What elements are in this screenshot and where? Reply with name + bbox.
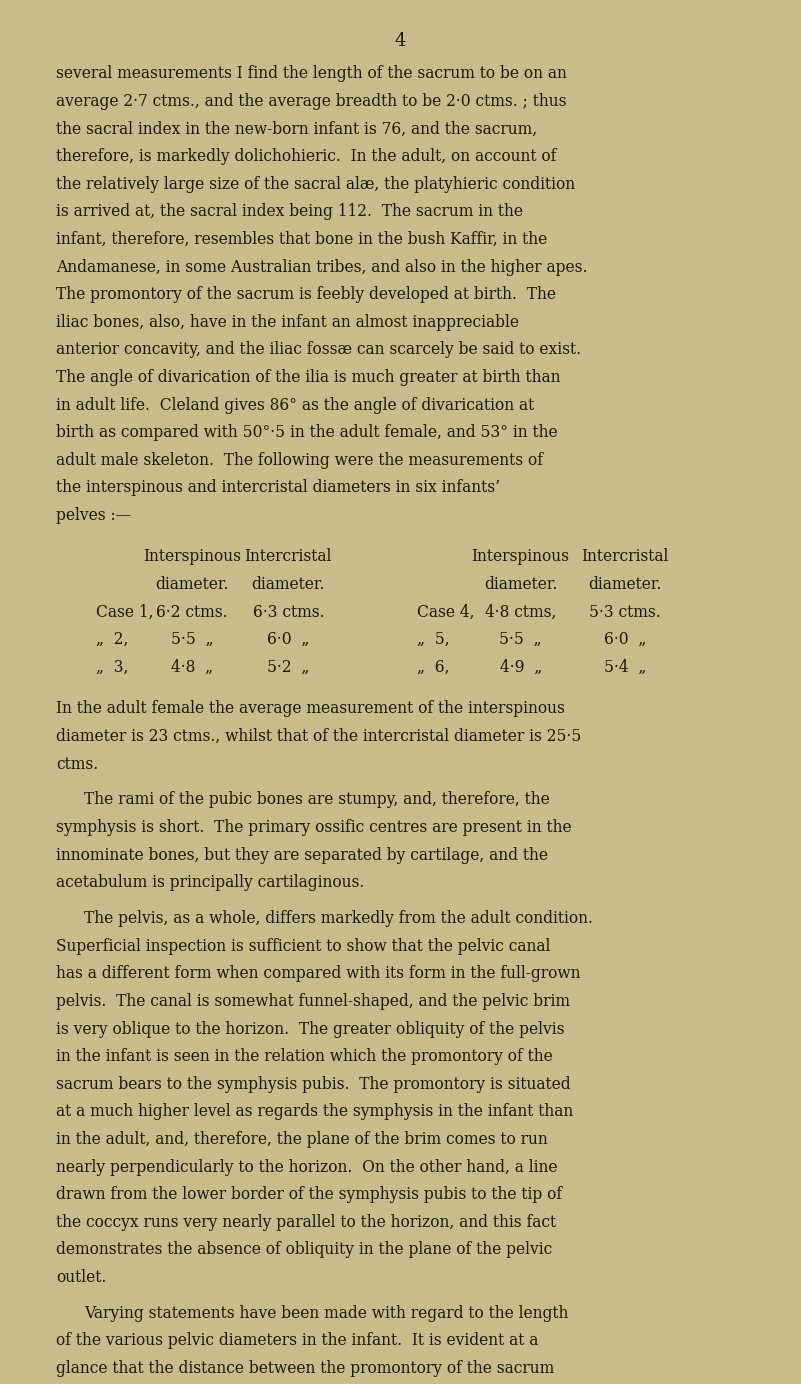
Text: acetabulum is principally cartilaginous.: acetabulum is principally cartilaginous. [56,875,364,891]
Text: outlet.: outlet. [56,1269,107,1286]
Text: Varying statements have been made with regard to the length: Varying statements have been made with r… [84,1305,569,1322]
Text: the coccyx runs very nearly parallel to the horizon, and this fact: the coccyx runs very nearly parallel to … [56,1214,556,1230]
Text: nearly perpendicularly to the horizon.  On the other hand, a line: nearly perpendicularly to the horizon. O… [56,1158,557,1175]
Text: 4·8 ctms,: 4·8 ctms, [485,603,557,620]
Text: 6·2 ctms.: 6·2 ctms. [156,603,228,620]
Text: 4·8  „: 4·8 „ [171,659,213,675]
Text: 5·5  „: 5·5 „ [499,631,542,648]
Text: Intercristal: Intercristal [581,548,669,566]
Text: diameter is 23 ctms., whilst that of the intercristal diameter is 25·5: diameter is 23 ctms., whilst that of the… [56,728,582,745]
Text: 6·0  „: 6·0 „ [268,631,309,648]
Text: „  2,: „ 2, [96,631,128,648]
Text: Andamanese, in some Australian tribes, and also in the higher apes.: Andamanese, in some Australian tribes, a… [56,259,588,275]
Text: The angle of divarication of the ilia is much greater at birth than: The angle of divarication of the ilia is… [56,370,561,386]
Text: Superficial inspection is sufficient to show that the pelvic canal: Superficial inspection is sufficient to … [56,938,550,955]
Text: is very oblique to the horizon.  The greater obliquity of the pelvis: is very oblique to the horizon. The grea… [56,1020,565,1038]
Text: Case 1,: Case 1, [96,603,154,620]
Text: the interspinous and intercristal diameters in six infants’: the interspinous and intercristal diamet… [56,479,500,497]
Text: glance that the distance between the promontory of the sacrum: glance that the distance between the pro… [56,1360,554,1377]
Text: in adult life.  Cleland gives 86° as the angle of divarication at: in adult life. Cleland gives 86° as the … [56,397,534,414]
Text: pelves :—: pelves :— [56,507,131,525]
Text: has a different form when compared with its form in the full-grown: has a different form when compared with … [56,965,581,983]
Text: The pelvis, as a whole, differs markedly from the adult condition.: The pelvis, as a whole, differs markedly… [84,911,593,927]
Text: 6·3 ctms.: 6·3 ctms. [252,603,324,620]
Text: diameter.: diameter. [484,576,557,594]
Text: demonstrates the absence of obliquity in the plane of the pelvic: demonstrates the absence of obliquity in… [56,1241,553,1258]
Text: several measurements I find the length of the sacrum to be on an: several measurements I find the length o… [56,65,567,83]
Text: in the adult, and, therefore, the plane of the brim comes to run: in the adult, and, therefore, the plane … [56,1131,548,1147]
Text: the relatively large size of the sacral alæ, the platyhieric condition: the relatively large size of the sacral … [56,176,575,192]
Text: average 2·7 ctms., and the average breadth to be 2·0 ctms. ; thus: average 2·7 ctms., and the average bread… [56,93,566,111]
Text: birth as compared with 50°·5 in the adult female, and 53° in the: birth as compared with 50°·5 in the adul… [56,425,557,441]
Text: diameter.: diameter. [588,576,662,594]
Text: Interspinous: Interspinous [472,548,570,566]
Text: Case 4,: Case 4, [417,603,474,620]
Text: 5·5  „: 5·5 „ [171,631,214,648]
Text: ctms.: ctms. [56,756,99,772]
Text: infant, therefore, resembles that bone in the bush Kaffir, in the: infant, therefore, resembles that bone i… [56,231,547,248]
Text: anterior concavity, and the iliac fossæ can scarcely be said to exist.: anterior concavity, and the iliac fossæ … [56,342,582,358]
Text: is arrived at, the sacral index being 112.  The sacrum in the: is arrived at, the sacral index being 11… [56,203,523,220]
Text: 5·4  „: 5·4 „ [604,659,646,675]
Text: Intercristal: Intercristal [244,548,332,566]
Text: In the adult female the average measurement of the interspinous: In the adult female the average measurem… [56,700,565,717]
Text: of the various pelvic diameters in the infant.  It is evident at a: of the various pelvic diameters in the i… [56,1333,538,1349]
Text: The rami of the pubic bones are stumpy, and, therefore, the: The rami of the pubic bones are stumpy, … [84,792,549,808]
Text: the sacral index in the new-born infant is 76, and the sacrum,: the sacral index in the new-born infant … [56,120,537,137]
Text: diameter.: diameter. [252,576,325,594]
Text: 5·3 ctms.: 5·3 ctms. [589,603,661,620]
Text: The promontory of the sacrum is feebly developed at birth.  The: The promontory of the sacrum is feebly d… [56,286,556,303]
Text: „  6,: „ 6, [417,659,449,675]
Text: at a much higher level as regards the symphysis in the infant than: at a much higher level as regards the sy… [56,1103,574,1120]
Text: „  5,: „ 5, [417,631,449,648]
Text: 5·2  „: 5·2 „ [268,659,309,675]
Text: 4: 4 [395,32,406,50]
Text: sacrum bears to the symphysis pubis.  The promontory is situated: sacrum bears to the symphysis pubis. The… [56,1075,570,1093]
Text: innominate bones, but they are separated by cartilage, and the: innominate bones, but they are separated… [56,847,548,864]
Text: therefore, is markedly dolichohieric.  In the adult, on account of: therefore, is markedly dolichohieric. In… [56,148,557,165]
Text: pelvis.  The canal is somewhat funnel-shaped, and the pelvic brim: pelvis. The canal is somewhat funnel-sha… [56,992,570,1010]
Text: 4·9  „: 4·9 „ [500,659,541,675]
Text: „  3,: „ 3, [96,659,128,675]
Text: drawn from the lower border of the symphysis pubis to the tip of: drawn from the lower border of the symph… [56,1186,562,1203]
Text: iliac bones, also, have in the infant an almost inappreciable: iliac bones, also, have in the infant an… [56,314,519,331]
Text: symphysis is short.  The primary ossific centres are present in the: symphysis is short. The primary ossific … [56,819,572,836]
Text: in the infant is seen in the relation which the promontory of the: in the infant is seen in the relation wh… [56,1048,553,1066]
Text: 6·0  „: 6·0 „ [604,631,646,648]
Text: Interspinous: Interspinous [143,548,241,566]
Text: diameter.: diameter. [155,576,229,594]
Text: adult male skeleton.  The following were the measurements of: adult male skeleton. The following were … [56,453,543,469]
